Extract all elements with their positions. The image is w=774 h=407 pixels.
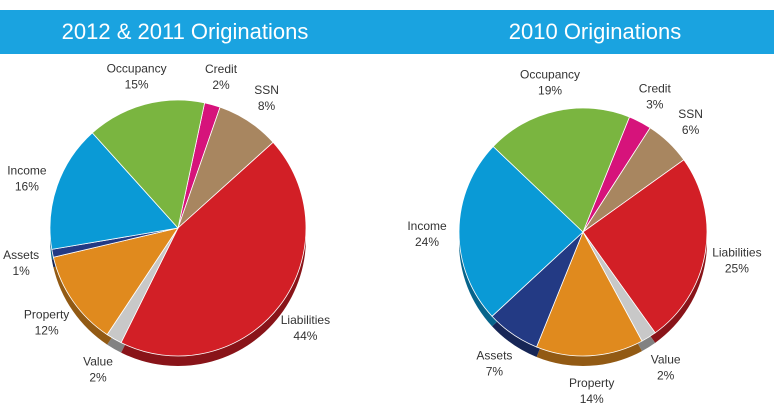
slice-label: Assets	[3, 248, 39, 262]
slice-label: Assets	[476, 349, 512, 363]
slice-value-label: 2%	[657, 368, 675, 382]
slice-value-label: 7%	[486, 365, 504, 379]
pie-slice	[120, 141, 307, 357]
slice-label: Property	[24, 307, 69, 321]
slice-value-label: 25%	[725, 262, 749, 276]
slice-value-label: 44%	[293, 329, 317, 343]
pie-slice	[582, 159, 708, 334]
pie-slice	[536, 231, 643, 357]
slice-label: Occupancy	[107, 62, 167, 76]
chart-title: 2010 Originations	[509, 19, 681, 44]
slice-value-label: 3%	[646, 98, 664, 112]
slice-value-label: 19%	[538, 84, 562, 98]
slice-label: Income	[7, 164, 47, 178]
chart-title: 2012 & 2011 Originations	[62, 19, 309, 44]
pie-slice	[91, 99, 206, 229]
pie-slice	[492, 107, 630, 233]
slice-label: SSN	[678, 107, 703, 121]
slice-label: Liabilities	[281, 313, 330, 327]
slice-label: Value	[83, 355, 113, 369]
pie-slice	[458, 145, 584, 317]
pie-slice	[52, 227, 179, 336]
slice-value-label: 12%	[35, 323, 59, 337]
slice-label: Value	[651, 352, 681, 366]
slice-label: Occupancy	[520, 68, 580, 82]
slice-value-label: 16%	[15, 180, 39, 194]
slice-value-label: 6%	[682, 123, 700, 137]
slice-label: Property	[569, 376, 614, 390]
slice-label: Credit	[639, 82, 672, 96]
slice-value-label: 14%	[580, 392, 604, 406]
slice-value-label: 8%	[258, 99, 276, 113]
slice-label: SSN	[254, 83, 279, 97]
slice-label: Income	[407, 219, 447, 233]
slice-value-label: 15%	[125, 78, 149, 92]
slice-value-label: 2%	[212, 78, 230, 92]
header-bar	[0, 10, 774, 54]
slice-label: Credit	[205, 62, 238, 76]
slice-value-label: 2%	[89, 371, 107, 385]
slice-label: Liabilities	[712, 246, 761, 260]
pie-slice	[49, 132, 179, 250]
slice-value-label: 24%	[415, 235, 439, 249]
slice-value-label: 1%	[12, 264, 30, 278]
